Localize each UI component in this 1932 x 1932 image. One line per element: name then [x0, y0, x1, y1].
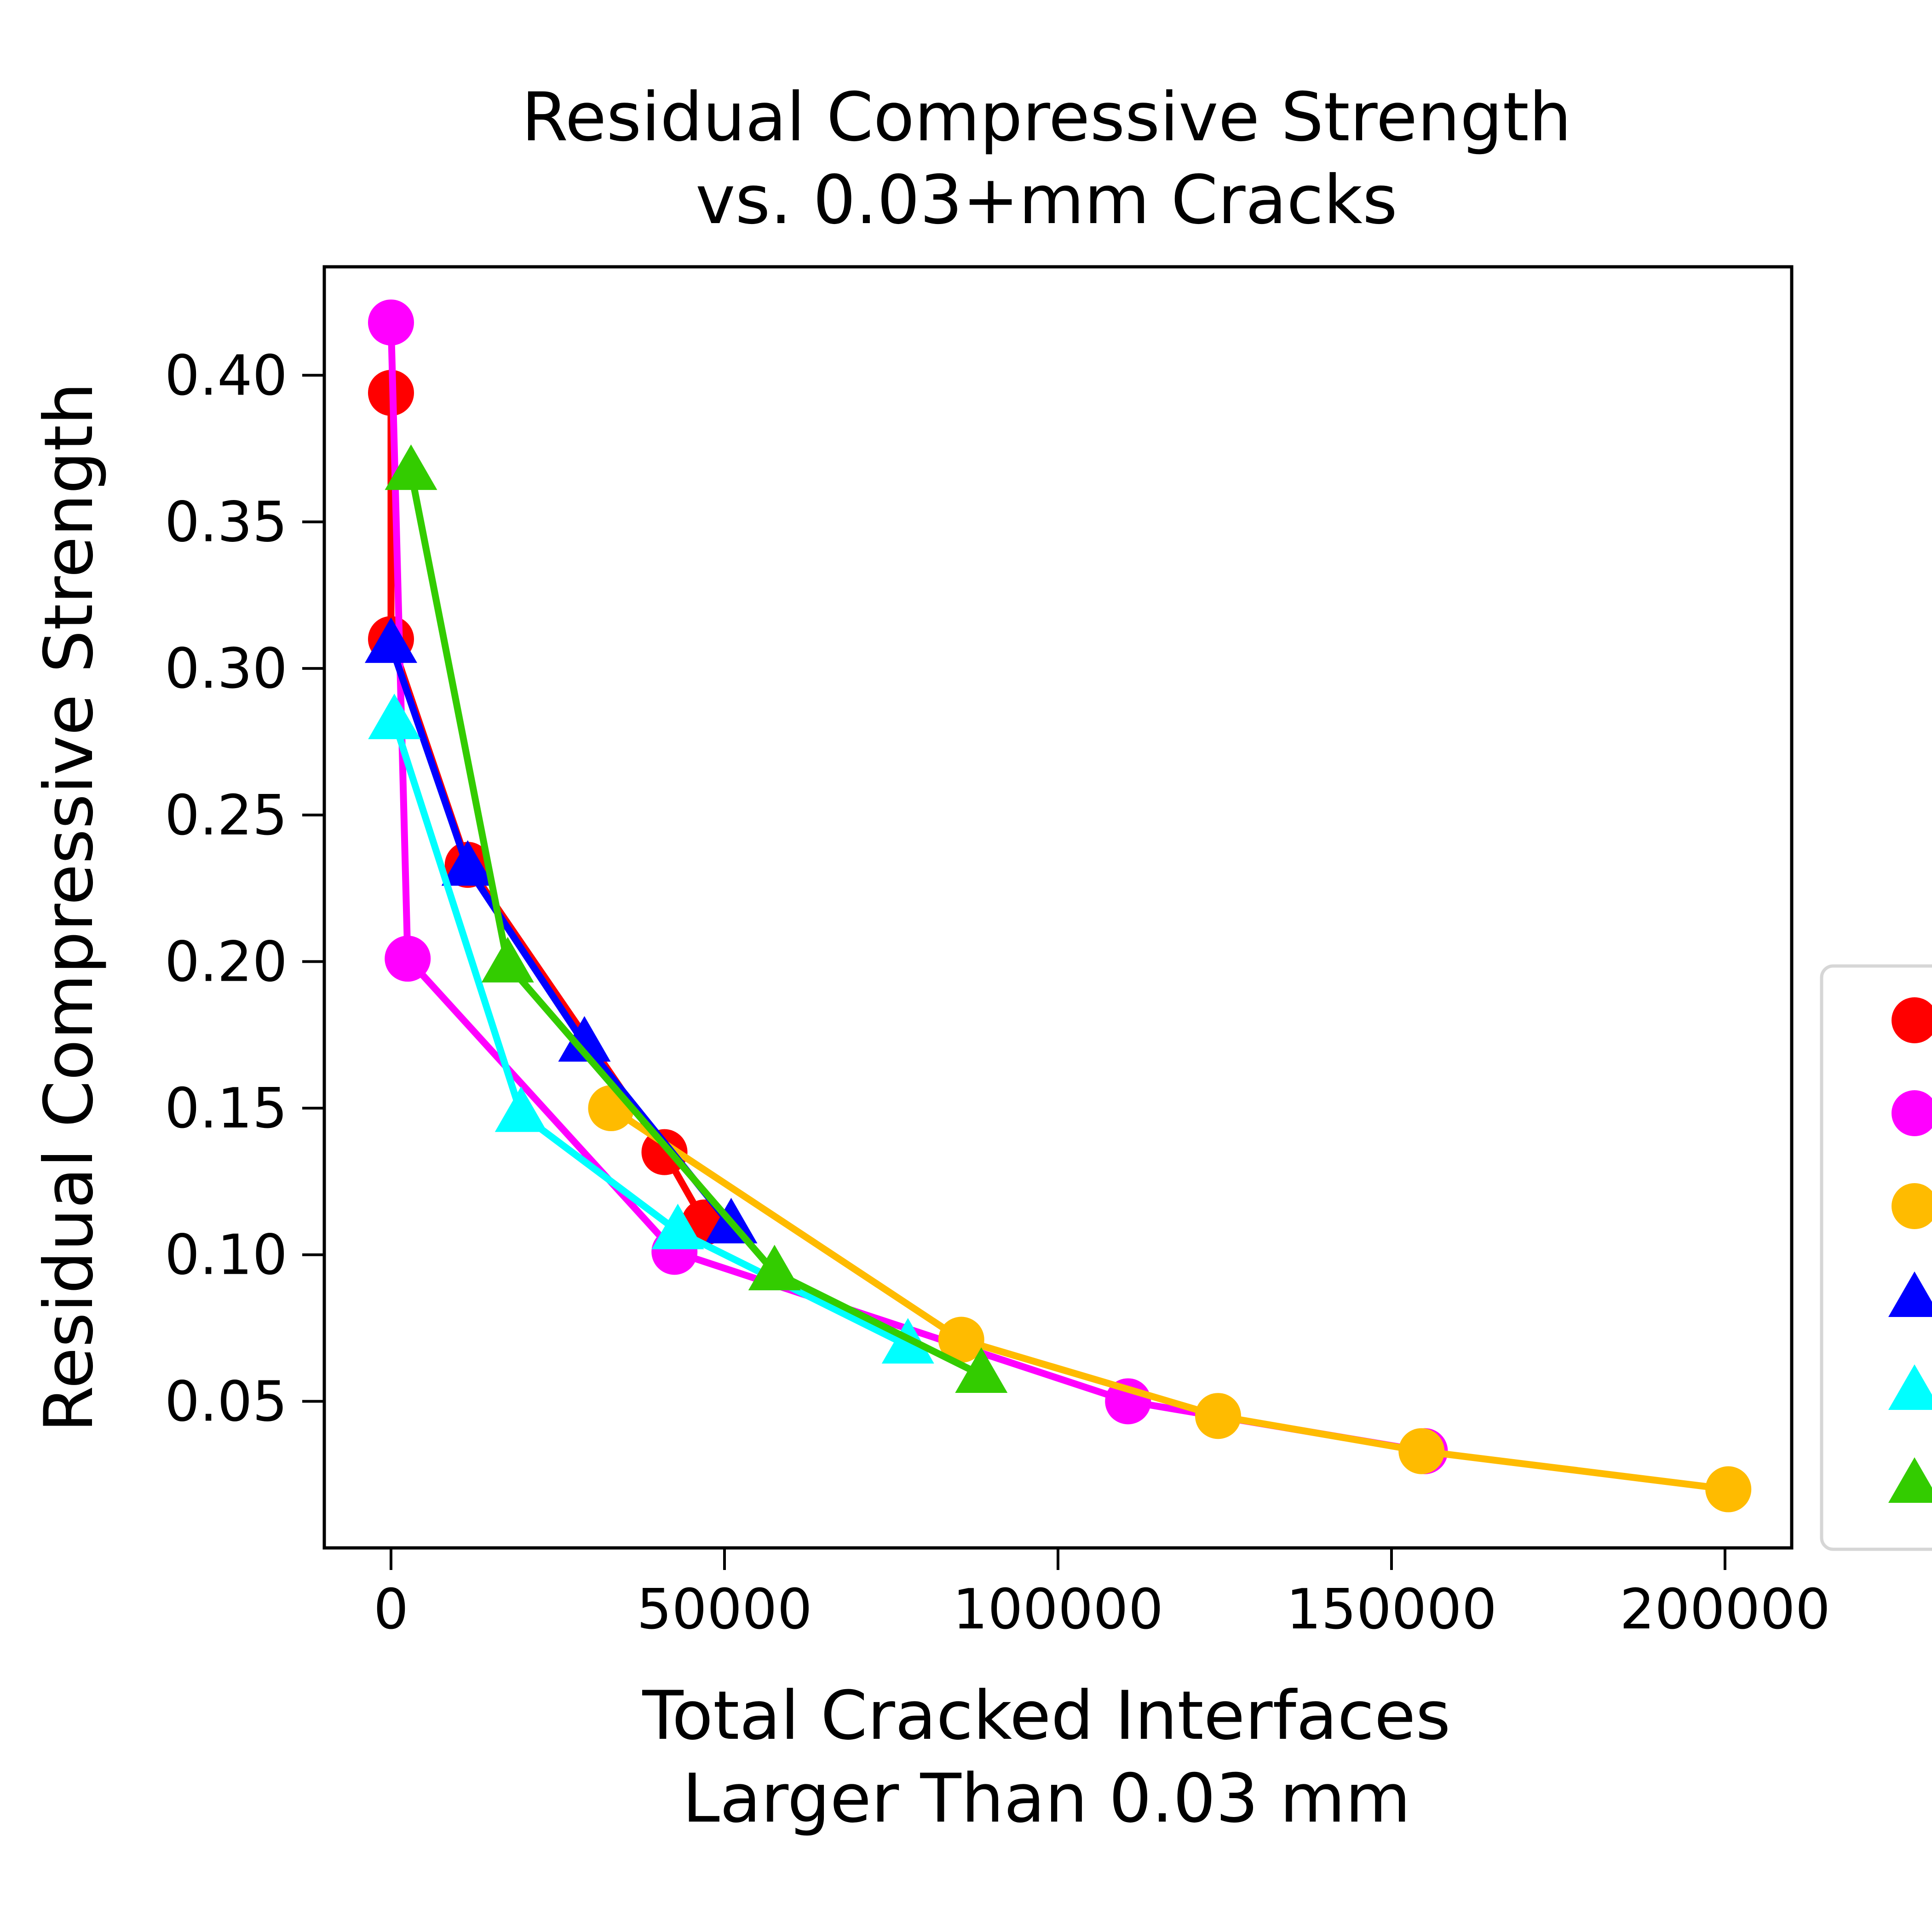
- series-layer: [365, 299, 1752, 1512]
- x-tick-label: 150000: [1286, 1578, 1497, 1642]
- y-tick-label: 0.25: [165, 784, 288, 848]
- data-point: [441, 840, 494, 886]
- y-tick-label: 0.30: [165, 637, 288, 701]
- data-point: [748, 1244, 801, 1290]
- series-3: [365, 617, 758, 1243]
- legend-marker: [1892, 997, 1932, 1043]
- y-tick-label: 0.05: [165, 1370, 288, 1434]
- legend: [1820, 964, 1932, 1551]
- data-point: [494, 1086, 547, 1132]
- legend-marker: [1892, 1090, 1932, 1136]
- data-point: [385, 444, 437, 490]
- data-point: [365, 617, 417, 663]
- data-point: [385, 936, 431, 982]
- data-point: [481, 937, 534, 983]
- y-tick-label: 0.10: [165, 1224, 288, 1288]
- series-2: [588, 1085, 1752, 1512]
- x-tick-label: 50000: [637, 1578, 812, 1642]
- data-point: [1705, 1466, 1752, 1512]
- ticks-layer: 0 50000 100000 150000 200000 0.05 0.10 0.15 0.20…: [165, 344, 1830, 1642]
- series-5: [385, 444, 1008, 1393]
- x-tick-label: 0: [374, 1578, 408, 1642]
- legend-marker: [1888, 1457, 1932, 1503]
- data-point: [368, 299, 414, 346]
- data-point: [1398, 1428, 1445, 1474]
- legend-marker: [1892, 1183, 1932, 1229]
- series-1: [368, 299, 1448, 1474]
- x-tick-label: 200000: [1620, 1578, 1830, 1642]
- series-line: [408, 471, 983, 1378]
- series-line: [387, 322, 1426, 1455]
- data-point: [1195, 1393, 1241, 1439]
- x-tick-label: 100000: [953, 1578, 1163, 1642]
- series-line: [387, 393, 708, 1225]
- data-point: [368, 693, 421, 739]
- x-axis-label: Total Cracked Interfaces Larger Than 0.03…: [642, 1677, 1450, 1838]
- legend-marker: [1888, 1271, 1932, 1317]
- data-point: [938, 1317, 984, 1363]
- data-point: [955, 1347, 1008, 1393]
- data-point: [558, 1016, 611, 1062]
- y-tick-label: 0.35: [165, 490, 288, 554]
- chart-title: Residual Compressive Strength vs. 0.03+mm…: [522, 78, 1572, 239]
- y-tick-label: 0.40: [165, 344, 288, 408]
- y-tick-label: 0.15: [165, 1077, 288, 1141]
- y-tick-label: 0.20: [165, 930, 288, 994]
- series-line: [609, 1105, 1729, 1493]
- data-point: [651, 1203, 704, 1249]
- y-axis-label: Residual Compressive Strength: [30, 382, 108, 1432]
- legend-marker: [1888, 1364, 1932, 1410]
- plot-frame: [322, 265, 1794, 1550]
